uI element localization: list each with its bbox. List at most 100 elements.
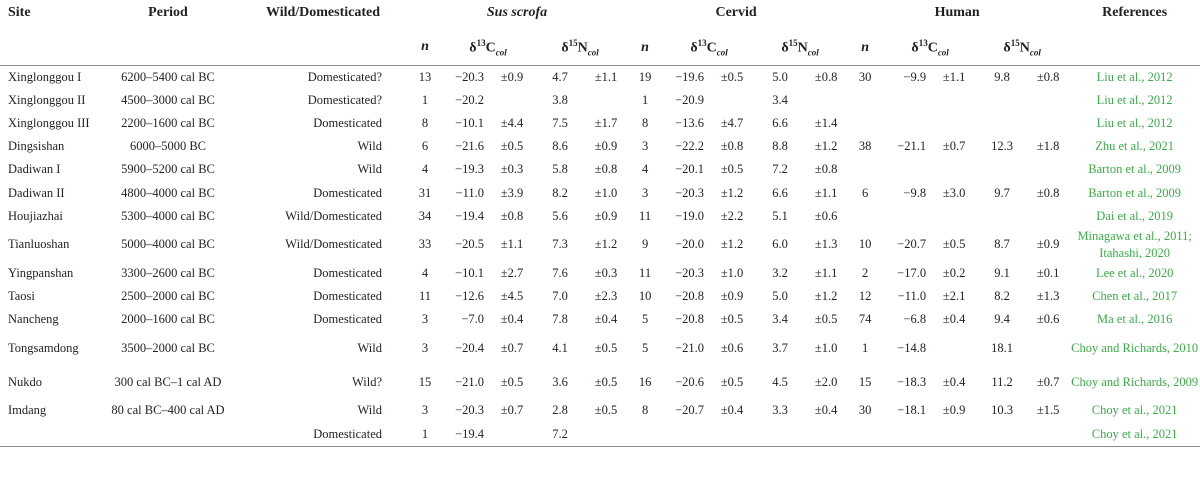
- cell-sus-d15n: 8.6: [552, 139, 568, 154]
- cell-sus-d15n: 5.8: [552, 162, 568, 177]
- cell-human-d15n: 9.1: [994, 265, 1010, 280]
- cell-human-d13c-sd: [932, 158, 976, 181]
- cell-cervid-n: 19: [626, 64, 665, 89]
- cell-human-d15n-sd: ±0.8: [1028, 64, 1069, 89]
- cell-sus-d13c: −20.3: [455, 403, 484, 418]
- reference-link[interactable]: Chen et al., 2017: [1092, 289, 1178, 304]
- reference-link[interactable]: Choy et al., 2021: [1091, 403, 1178, 418]
- cell-human-d15n-sd: [1028, 205, 1068, 228]
- reference-link[interactable]: Barton et al., 2009: [1088, 162, 1181, 177]
- cell-human-n: 6: [861, 185, 869, 200]
- cell-human-d15n: 18.1: [991, 340, 1014, 355]
- cell-human-d15n-sd: [1028, 158, 1068, 181]
- cell-cervid-d15n-sd: ±1.1: [814, 265, 838, 280]
- cell-cervid-d13c: −20.7: [675, 403, 705, 418]
- cell-human-d15n-sd: ±0.8: [1036, 185, 1060, 200]
- reference-link[interactable]: Ma et al., 2016: [1096, 312, 1173, 327]
- cell-human-n: 38: [858, 139, 872, 154]
- cell-human-d15n: 11.2: [991, 374, 1013, 389]
- cell-sus-d15n: 7.2: [534, 422, 586, 447]
- cell-cervid-d13c: −22.2: [675, 139, 705, 154]
- cell-sus-n: 13: [408, 64, 442, 89]
- cell-human-n: 2: [861, 265, 869, 280]
- table-row: Houjiazhai 5300–4000 cal BC Wild/Domestica…: [0, 205, 1200, 228]
- cell-human-n: [846, 112, 884, 135]
- cell-sus-d13c-sd: ±1.1: [500, 237, 524, 252]
- cell-sus-n: 11: [418, 289, 432, 304]
- table-row: Domesticated 1 −19.4 7.2 Choy et al., 2021: [0, 422, 1200, 447]
- cell-sus-d13c-sd: ±3.9: [500, 185, 524, 200]
- cell-cervid-d15n-sd: ±0.4: [814, 403, 838, 418]
- cell-cervid-d13c: −20.0: [675, 237, 705, 252]
- cell-human-d15n: [976, 89, 1028, 112]
- reference-link[interactable]: Choy and Richards, 2010: [1071, 340, 1199, 355]
- cell-sus-d15n: 7.0: [552, 289, 568, 304]
- cell-human-d13c-sd: [932, 205, 976, 228]
- cell-human-d15n: 12.3: [991, 139, 1014, 154]
- cell-sus-d15n: 4.1: [552, 340, 568, 355]
- cell-human-n: 1: [861, 340, 869, 355]
- header-references: References: [1102, 5, 1168, 20]
- cell-sus-d13c: −19.4: [455, 208, 484, 223]
- cell-cervid-d13c-sd: ±0.9: [720, 289, 744, 304]
- cell-sus-d13c: −10.1: [455, 115, 484, 130]
- cell-sus-d13c: −20.5: [455, 237, 484, 252]
- table-row: Xinglonggou II 4500–3000 cal BC Domesticat…: [0, 89, 1200, 112]
- cell-sus-d13c-sd: ±0.8: [500, 208, 524, 223]
- cell-human-d15n-sd: ±0.7: [1036, 374, 1060, 389]
- cell-human-d13c-sd: ±0.2: [942, 265, 966, 280]
- cell-sus-d13c: −11.0: [455, 185, 484, 200]
- cell-sus-d13c-sd: ±2.7: [500, 265, 524, 280]
- reference-link[interactable]: Barton et al., 2009: [1088, 185, 1181, 200]
- header-period: Period: [148, 5, 188, 20]
- cell-sus-n: 33: [418, 237, 432, 252]
- cell-human-d13c: [884, 422, 933, 447]
- cell-sus-d13c: −20.2: [455, 92, 484, 107]
- cell-sus-n: 34: [418, 208, 432, 223]
- cell-sus-d13c: −12.6: [455, 289, 484, 304]
- cell-human-d15n: 10.3: [991, 403, 1014, 418]
- cell-human-n: [846, 422, 885, 447]
- cervid-d13c-header: δ13Ccol: [690, 37, 728, 57]
- cell-human-n: 74: [858, 312, 872, 327]
- cervid-d15n-header: δ15Ncol: [781, 37, 819, 57]
- reference-link[interactable]: Liu et al., 2012: [1096, 92, 1173, 107]
- cell-sus-d15n-sd: ±0.8: [594, 162, 618, 177]
- cell-human-d13c: −20.7: [897, 237, 927, 252]
- cell-human-d13c-sd: ±1.1: [932, 64, 977, 89]
- cell-period: 2000–1600 cal BC: [121, 312, 215, 327]
- cell-period: 5900–5200 cal BC: [121, 162, 215, 177]
- cell-period: 2500–2000 cal BC: [121, 289, 215, 304]
- cell-cervid-d15n: 7.2: [772, 162, 788, 177]
- cell-cervid-d13c-sd: ±0.4: [720, 403, 744, 418]
- reference-link[interactable]: Choy et al., 2021: [1068, 422, 1200, 447]
- cell-site: Nukdo: [8, 374, 43, 389]
- cell-cervid-d15n: 4.5: [772, 374, 788, 389]
- cell-human-d13c: −6.8: [903, 312, 927, 327]
- cell-cervid-n: 3: [641, 139, 649, 154]
- cell-human-d13c-sd: [932, 112, 976, 135]
- cell-sus-d15n: 3.6: [552, 374, 568, 389]
- reference-link[interactable]: Liu et al., 2012: [1068, 64, 1200, 89]
- human-d15n-header: δ15Ncol: [1003, 37, 1041, 57]
- reference-link[interactable]: Zhu et al., 2021: [1095, 139, 1175, 154]
- cell-sus-d15n-sd: ±2.3: [594, 289, 618, 304]
- cell-sus-n: 15: [418, 374, 432, 389]
- cell-cervid-d15n: 6.0: [772, 237, 788, 252]
- reference-link[interactable]: Liu et al., 2012: [1096, 115, 1173, 130]
- cell-sus-d15n-sd: ±0.5: [594, 403, 618, 418]
- cell-cervid-n: 8: [641, 115, 649, 130]
- cell-status: Domesticated?: [238, 64, 408, 89]
- sus-d15n-header: δ15Ncol: [561, 37, 599, 57]
- cell-cervid-d15n-sd: ±2.0: [814, 374, 838, 389]
- reference-link[interactable]: Lee et al., 2020: [1095, 265, 1174, 280]
- cell-sus-n: 6: [421, 139, 429, 154]
- cell-sus-d13c: −7.0: [461, 312, 484, 327]
- cell-human-d13c: −9.8: [903, 185, 927, 200]
- reference-link[interactable]: Dai et al., 2019: [1096, 208, 1174, 223]
- cell-cervid-d15n: 8.8: [772, 139, 788, 154]
- reference-link[interactable]: Choy and Richards, 2009: [1071, 374, 1199, 389]
- sus-n-header: n: [421, 39, 429, 55]
- reference-link[interactable]: Minagawa et al., 2011; Itahashi, 2020: [1077, 228, 1192, 260]
- cell-cervid-d15n: 3.4: [772, 92, 788, 107]
